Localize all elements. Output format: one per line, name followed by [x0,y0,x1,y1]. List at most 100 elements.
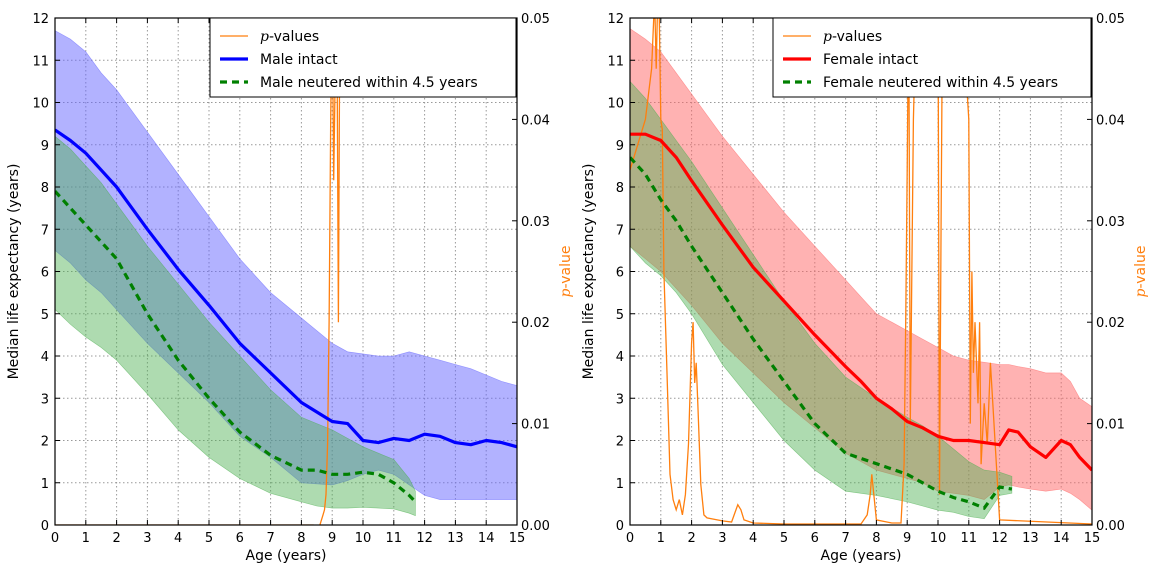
legend-label: p-values [823,29,882,45]
legend-box [772,17,1092,98]
y-tick-label: 10 [32,97,49,112]
x-tick-label: 3 [143,531,151,546]
series-line-pvalues [630,18,1092,525]
y2-tick-label: 0.05 [521,12,550,27]
y-tick-label: 6 [41,266,49,281]
x-tick-label: 11 [386,531,403,546]
plot-area [55,18,517,525]
x-tick-label: 7 [266,531,274,546]
y-tick-label: 3 [616,392,624,407]
legend-label: Female intact [823,52,919,68]
legend-label: p-values [260,29,319,45]
y-tick-label: 0 [616,519,624,534]
x-tick-label: 1 [657,531,665,546]
legend-label-italic: p [823,29,832,45]
x-tick-label: 5 [780,531,788,546]
y-tick-label: 2 [616,435,624,450]
y2-axis-label-rest: -value [558,246,574,289]
series-line-neutered [630,156,1013,511]
y-axis-label: Median life expectancy (years) [6,164,22,380]
x-tick-label: 15 [509,531,526,546]
y2-tick-label: 0.05 [1096,12,1125,27]
y-tick-label: 5 [41,308,49,323]
y2-axis-label: p-value [558,246,574,298]
legend-label: Male neutered within 4.5 years [260,75,478,91]
y2-axis-label-rest: -value [1133,246,1149,289]
y2-tick-label: 0.00 [521,519,550,534]
x-tick-label: 0 [626,531,634,546]
x-tick-label: 2 [112,531,120,546]
y2-axis-label-italic: p [558,288,574,297]
y2-tick-label: 0.02 [521,316,550,331]
series-line-pvalues [319,18,341,525]
y2-axis-label: p-value [1133,246,1149,298]
x-tick-label: 5 [205,531,213,546]
x-tick-label: 13 [447,531,464,546]
y-tick-label: 9 [616,139,624,154]
x-tick-label: 13 [1022,531,1039,546]
y2-tick-label: 0.03 [1096,215,1125,230]
y-tick-label: 12 [32,12,49,27]
x-tick-label: 15 [1084,531,1101,546]
x-tick-label: 1 [82,531,90,546]
x-tick-label: 14 [478,531,495,546]
y-tick-label: 7 [41,223,49,238]
x-tick-label: 12 [991,531,1008,546]
x-axis-label: Age (years) [246,548,327,564]
x-tick-label: 9 [328,531,336,546]
y-axis-label: Median life expectancy (years) [581,164,597,380]
legend: p-values Male intact Male neutered within … [209,17,517,98]
y-tick-label: 0 [41,519,49,534]
y-tick-label: 4 [616,350,624,365]
y2-tick-label: 0.04 [521,113,550,128]
y-tick-label: 11 [32,54,49,69]
legend-box [209,17,517,98]
y-tick-label: 4 [41,350,49,365]
y2-tick-label: 0.02 [1096,316,1125,331]
x-tick-label: 2 [687,531,695,546]
x-tick-label: 11 [961,531,978,546]
x-tick-label: 14 [1053,531,1070,546]
series-line-intact [55,128,517,449]
x-tick-label: 10 [930,531,947,546]
chart-panel-2: 0 1 2 3 4 5 6 7 8 9 10 11 12 13 14 1501234567891011120.… [581,12,1149,564]
x-tick-label: 10 [355,531,372,546]
x-tick-label: 8 [872,531,880,546]
y-tick-label: 8 [41,181,49,196]
x-tick-label: 8 [297,531,305,546]
legend-label: Female neutered within 4.5 years [823,75,1058,91]
y-tick-label: 12 [607,12,624,27]
x-tick-label: 4 [749,531,757,546]
y2-tick-label: 0.01 [521,418,550,433]
y-tick-label: 1 [41,477,49,492]
confidence-band-neutered [55,135,416,517]
y-tick-label: 6 [616,266,624,281]
y2-tick-label: 0.03 [521,215,550,230]
y-tick-label: 1 [616,477,624,492]
x-tick-label: 7 [841,531,849,546]
y2-axis-label-italic: p [1133,288,1149,297]
y-tick-label: 9 [41,139,49,154]
y-tick-label: 5 [616,308,624,323]
confidence-band-main [630,28,1092,511]
x-axis-label: Age (years) [821,548,902,564]
legend-label-rest: -values [269,29,319,45]
y2-tick-label: 0.01 [1096,418,1125,433]
chart-panel-1: 0 1 2 3 4 5 6 7 8 9 10 11 12 13 14 1501234567891011120.… [6,12,574,564]
x-tick-label: 4 [174,531,182,546]
x-tick-label: 6 [811,531,819,546]
y-tick-label: 10 [607,97,624,112]
legend-label-rest: -values [832,29,882,45]
series-line-intact [630,132,1092,472]
legend-label-italic: p [260,29,269,45]
plot-area [630,18,1092,525]
x-tick-label: 9 [903,531,911,546]
y-tick-label: 2 [41,435,49,450]
x-tick-label: 12 [416,531,433,546]
x-tick-label: 3 [718,531,726,546]
x-tick-label: 0 [51,531,59,546]
confidence-band-neutered [630,80,1013,520]
y2-tick-label: 0.04 [1096,113,1125,128]
x-tick-label: 6 [236,531,244,546]
